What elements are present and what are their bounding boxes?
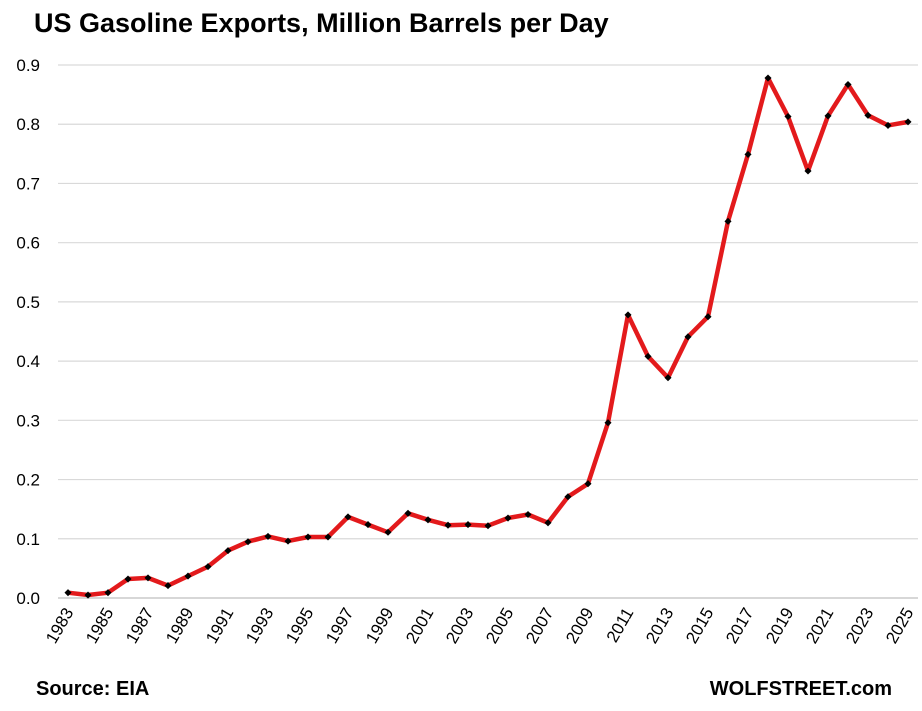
x-tick-label: 2013 <box>642 605 677 647</box>
data-point <box>744 150 752 158</box>
data-point <box>144 574 152 582</box>
brand-label: WOLFSTREET.com <box>709 678 892 700</box>
data-point <box>564 493 572 501</box>
series-line <box>67 75 909 598</box>
chart-title: US Gasoline Exports, Million Barrels per… <box>34 8 609 38</box>
data-point <box>164 582 172 590</box>
data-point <box>584 480 592 488</box>
x-tick-label: 1993 <box>242 605 277 647</box>
y-tick-label: 0.8 <box>16 115 40 134</box>
data-point <box>644 352 652 360</box>
data-point <box>224 547 232 555</box>
data-point <box>124 575 132 583</box>
x-tick-label: 1999 <box>362 605 397 647</box>
data-point <box>664 374 672 382</box>
x-tick-label: 1985 <box>82 605 117 647</box>
data-point <box>484 522 492 530</box>
x-tick-label: 1995 <box>282 605 317 647</box>
data-point <box>64 589 72 597</box>
y-tick-label: 0.5 <box>16 293 40 312</box>
x-tick-label: 2003 <box>442 605 477 647</box>
x-tick-label: 2009 <box>562 605 597 647</box>
data-point <box>184 572 192 580</box>
data-point <box>724 217 732 225</box>
x-tick-label: 2019 <box>762 605 797 647</box>
x-tick-label: 2017 <box>722 605 757 647</box>
data-point <box>104 589 112 597</box>
data-point <box>464 521 472 529</box>
y-tick-label: 0.1 <box>16 530 40 549</box>
data-point <box>804 167 812 175</box>
x-tick-label: 1997 <box>322 605 357 647</box>
data-point <box>544 519 552 527</box>
x-tick-label: 2007 <box>522 605 557 647</box>
x-tick-label: 2001 <box>402 605 437 647</box>
y-tick-label: 0.9 <box>16 56 40 75</box>
y-tick-label: 0.2 <box>16 471 40 490</box>
y-tick-label: 0.0 <box>16 589 40 608</box>
data-point <box>404 509 412 517</box>
data-point <box>784 112 792 121</box>
data-point <box>904 118 912 126</box>
x-tick-label: 2005 <box>482 605 517 647</box>
x-tick-label: 1989 <box>162 605 197 647</box>
y-axis-ticks: 0.0 0.1 0.2 0.3 0.4 0.5 0.6 0.7 0.8 0.9 <box>16 56 40 608</box>
data-point <box>424 516 432 524</box>
data-point <box>624 311 632 319</box>
data-point <box>504 514 512 522</box>
x-tick-label: 2015 <box>682 605 717 647</box>
data-point <box>284 537 292 545</box>
data-point <box>864 111 872 119</box>
x-tick-label: 1983 <box>42 605 77 647</box>
x-tick-label: 2011 <box>603 605 638 646</box>
data-point <box>844 81 852 89</box>
data-point <box>204 563 212 571</box>
data-point <box>684 333 692 341</box>
source-label: Source: EIA <box>36 678 150 700</box>
data-point <box>884 121 892 129</box>
data-point <box>264 532 272 540</box>
data-point <box>304 533 312 541</box>
data-point <box>764 74 772 82</box>
data-point <box>704 313 712 321</box>
data-point <box>444 521 452 529</box>
y-tick-label: 0.6 <box>16 234 40 253</box>
gridlines <box>58 64 918 599</box>
x-tick-label: 1991 <box>202 605 237 647</box>
data-point <box>824 112 832 120</box>
x-tick-label: 1987 <box>122 605 157 647</box>
data-point <box>384 528 392 536</box>
x-tick-label: 2025 <box>882 605 917 647</box>
data-point <box>604 419 612 427</box>
x-tick-label: 2021 <box>802 605 837 647</box>
y-tick-label: 0.3 <box>16 411 40 430</box>
x-axis-ticks: 1983 1985 1987 1989 1991 1993 1995 1997 1999 2001… <box>42 605 917 647</box>
x-tick-label: 2023 <box>842 605 877 647</box>
data-point <box>324 533 332 541</box>
data-markers <box>64 74 912 599</box>
y-tick-label: 0.7 <box>16 174 40 193</box>
data-point <box>244 538 252 546</box>
y-tick-label: 0.4 <box>16 352 40 371</box>
data-point <box>364 521 372 529</box>
data-point <box>84 591 92 599</box>
data-point <box>344 513 352 521</box>
